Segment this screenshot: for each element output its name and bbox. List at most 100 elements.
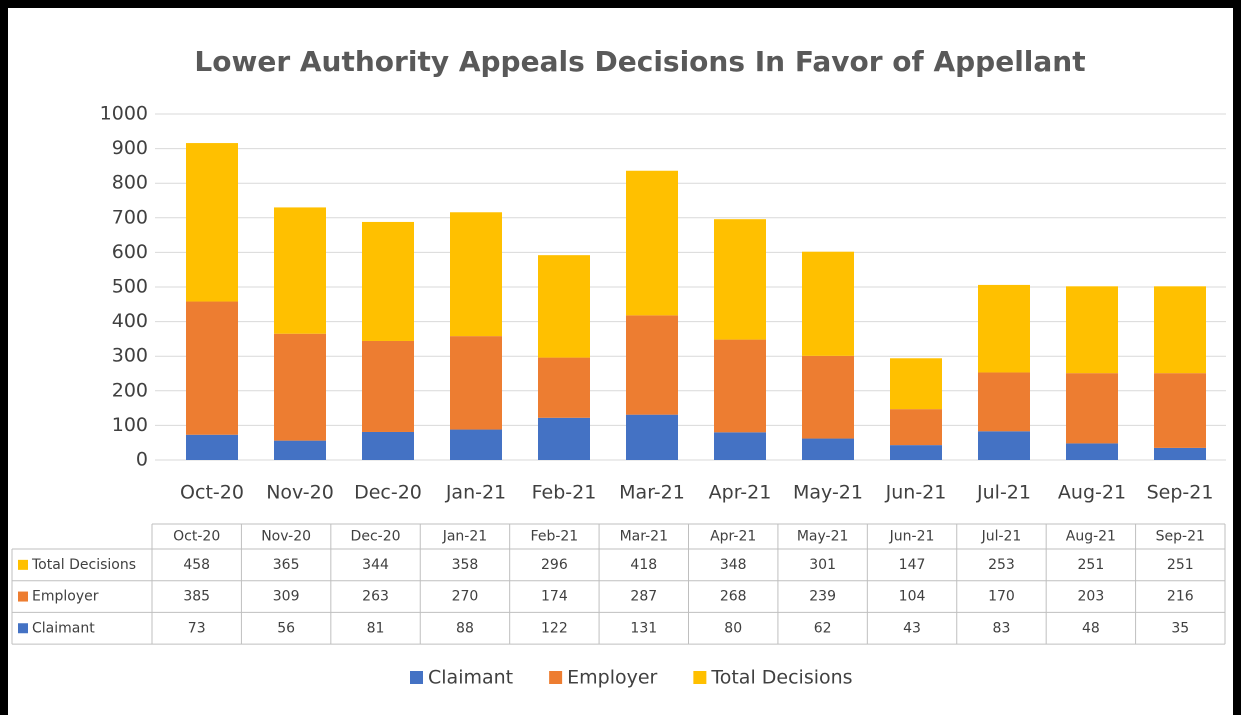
x-tick-label: Feb-21 <box>532 482 597 504</box>
y-tick-label: 100 <box>112 414 148 436</box>
legend-key <box>693 671 707 684</box>
table-cell: 131 <box>630 620 657 636</box>
table-cell: 458 <box>183 557 210 573</box>
x-tick-label: Jan-21 <box>445 482 506 504</box>
y-tick-label: 300 <box>112 345 148 367</box>
bar-segment <box>362 431 414 460</box>
table-cell: 56 <box>277 620 295 636</box>
table-cell: 253 <box>988 557 1015 573</box>
table-row-label: Employer <box>32 589 99 605</box>
bar-segment <box>626 170 678 316</box>
bar-segment <box>186 434 238 460</box>
table-cell: 239 <box>809 589 836 605</box>
chart-title: Lower Authority Appeals Decisions In Fav… <box>194 45 1085 78</box>
table-header: Jun-21 <box>889 529 935 545</box>
x-tick-label: Jun-21 <box>885 482 947 504</box>
table-header: Nov-20 <box>261 529 311 545</box>
bar-segment <box>714 339 766 433</box>
table-header: Jan-21 <box>442 529 487 545</box>
y-tick-label: 600 <box>112 241 148 263</box>
bar-segment <box>450 336 502 430</box>
table-cell: 104 <box>899 589 926 605</box>
table-row-label: Total Decisions <box>31 557 136 573</box>
bar-segment <box>538 255 590 358</box>
table-cell: 251 <box>1078 557 1105 573</box>
x-tick-label: Sep-21 <box>1147 482 1214 504</box>
y-tick-label: 1000 <box>100 103 148 125</box>
y-tick-label: 0 <box>136 449 148 471</box>
x-tick-label: Dec-20 <box>354 482 422 504</box>
bar-segment <box>978 431 1030 460</box>
table-cell: 263 <box>362 589 389 605</box>
table-cell: 88 <box>456 620 474 636</box>
bar-segment <box>538 417 590 460</box>
bar-segment <box>1154 447 1206 460</box>
x-tick-label: Apr-21 <box>709 482 772 504</box>
table-cell: 309 <box>273 589 300 605</box>
table-cell: 296 <box>541 557 568 573</box>
table-cell: 83 <box>993 620 1011 636</box>
bar-segment <box>714 219 766 340</box>
bar-segment <box>450 429 502 460</box>
x-tick-label: Aug-21 <box>1058 482 1126 504</box>
table-cell: 344 <box>362 557 389 573</box>
bar-segment <box>890 409 942 446</box>
table-cell: 251 <box>1167 557 1194 573</box>
bar-segment <box>1066 443 1118 460</box>
table-header: May-21 <box>797 529 849 545</box>
bar-segment <box>802 438 854 460</box>
bar-segment <box>1066 286 1118 374</box>
bar-segment <box>1154 286 1206 374</box>
bar-segment <box>802 251 854 356</box>
y-tick-label: 700 <box>112 206 148 228</box>
y-tick-label: 500 <box>112 276 148 298</box>
bar-segment <box>626 315 678 415</box>
bar-segment <box>274 207 326 334</box>
table-cell: 358 <box>452 557 479 573</box>
y-tick-label: 200 <box>112 379 148 401</box>
bar-segment <box>714 432 766 460</box>
table-cell: 270 <box>452 589 479 605</box>
legend-label: Employer <box>567 667 657 689</box>
x-tick-label: Mar-21 <box>619 482 685 504</box>
table-header: Oct-20 <box>173 529 220 545</box>
table-header: Aug-21 <box>1066 529 1116 545</box>
bar-segment <box>890 358 942 410</box>
bar-segment <box>978 372 1030 432</box>
bar-segment <box>186 143 238 302</box>
x-tick-label: Oct-20 <box>180 482 244 504</box>
table-cell: 216 <box>1167 589 1194 605</box>
table-cell: 35 <box>1171 620 1189 636</box>
bar-segment <box>362 221 414 341</box>
table-cell: 62 <box>814 620 832 636</box>
table-legend-key <box>18 591 28 602</box>
bar-segment <box>1066 373 1118 444</box>
bar-segment <box>186 301 238 435</box>
table-cell: 80 <box>724 620 742 636</box>
table-cell: 385 <box>183 589 210 605</box>
bar-segment <box>274 333 326 441</box>
table-cell: 268 <box>720 589 747 605</box>
table-cell: 43 <box>903 620 921 636</box>
bar-segment <box>626 414 678 460</box>
table-cell: 122 <box>541 620 568 636</box>
x-tick-label: Jul-21 <box>976 482 1031 504</box>
table-header: Apr-21 <box>710 529 756 545</box>
legend-label: Claimant <box>428 667 513 689</box>
bar-segment <box>1154 373 1206 448</box>
table-legend-key <box>18 559 28 570</box>
bar-segment <box>450 212 502 337</box>
table-cell: 203 <box>1078 589 1105 605</box>
table-header: Jul-21 <box>981 529 1022 545</box>
x-tick-label: Nov-20 <box>266 482 334 504</box>
bar-segment <box>978 284 1030 373</box>
table-legend-key <box>18 623 28 634</box>
table-header: Sep-21 <box>1156 529 1205 545</box>
bar-segment <box>802 355 854 439</box>
legend-key <box>549 671 563 684</box>
table-cell: 365 <box>273 557 300 573</box>
table-cell: 73 <box>188 620 206 636</box>
table-cell: 418 <box>630 557 657 573</box>
table-header: Feb-21 <box>531 529 579 545</box>
